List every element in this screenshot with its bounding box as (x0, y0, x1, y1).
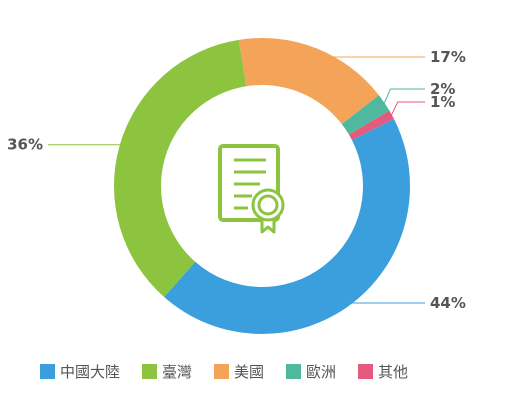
slice-2 (238, 38, 379, 125)
legend-item-2: 美國 (214, 363, 264, 381)
legend-swatch-3 (286, 364, 301, 379)
leader-line-2 (316, 48, 425, 58)
legend: 中國大陸 臺灣 美國 歐洲 其他 (40, 363, 408, 381)
legend-item-4: 其他 (358, 363, 408, 381)
donut-slices (113, 38, 410, 334)
slice-1 (113, 39, 247, 298)
legend-label-0: 中國大陸 (60, 363, 120, 381)
legend-swatch-0 (40, 364, 55, 379)
legend-item-1: 臺灣 (142, 363, 192, 381)
value-labels: 17% 2%1% 44% 36% (7, 48, 466, 312)
value-label-0: 44% (430, 294, 466, 312)
legend-label-1: 臺灣 (162, 363, 192, 381)
legend-label-3: 歐洲 (306, 363, 336, 381)
legend-swatch-1 (142, 364, 157, 379)
legend-swatch-2 (214, 364, 229, 379)
value-label-4: 1% (430, 93, 455, 111)
legend-item-0: 中國大陸 (40, 363, 120, 381)
legend-swatch-4 (358, 364, 373, 379)
value-label-2: 17% (430, 48, 466, 66)
leader-line-4 (391, 101, 425, 115)
certificate-icon (218, 144, 285, 234)
legend-label-4: 其他 (378, 363, 408, 381)
leader-lines (48, 48, 425, 304)
leader-line-3 (383, 88, 425, 104)
slice-3 (341, 95, 390, 135)
value-label-3: 2% (430, 80, 455, 98)
slice-0 (164, 118, 410, 334)
legend-item-3: 歐洲 (286, 363, 336, 381)
legend-label-2: 美國 (234, 363, 264, 381)
slice-4 (348, 110, 394, 141)
value-label-1: 36% (7, 136, 43, 154)
